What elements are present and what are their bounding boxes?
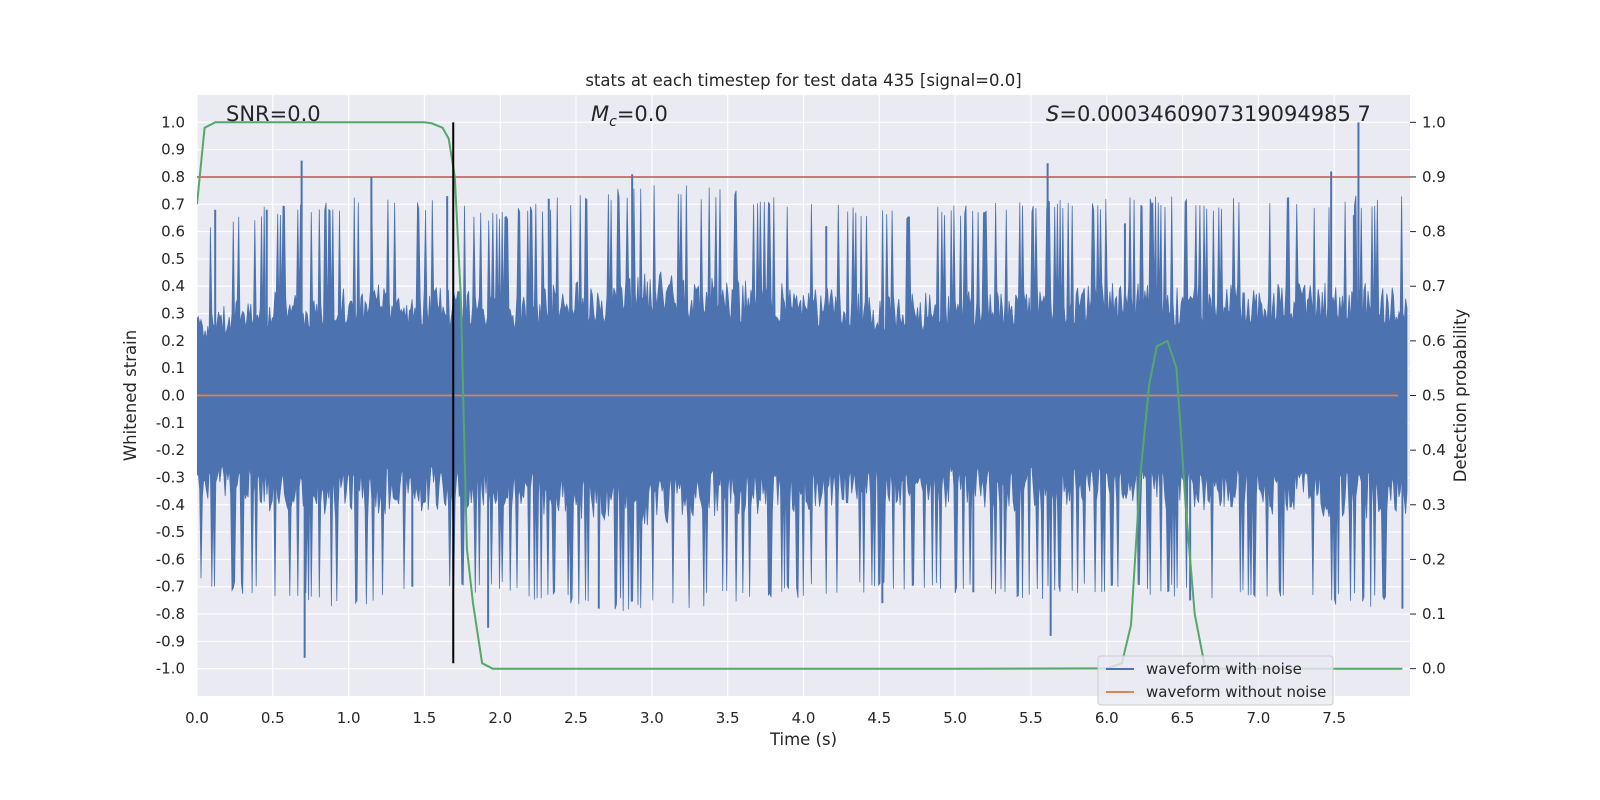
y-tick-label: 0.7: [161, 195, 185, 213]
y-tick-label: 0.3: [161, 305, 185, 323]
y2-tick-label: 0.5: [1422, 387, 1446, 405]
x-tick-label: 2.5: [564, 709, 588, 727]
detection-probability-line: [197, 121, 1403, 670]
y-tick-label: -0.3: [156, 468, 185, 486]
snr-annotation: SNR=0.0: [226, 102, 321, 126]
y-tick-label: 0.9: [161, 141, 185, 159]
y2-tick-label: 0.4: [1422, 441, 1446, 459]
x-tick-label: 5.0: [943, 709, 967, 727]
y2-tick-label: 0.7: [1422, 277, 1446, 295]
y-tick-label: -0.7: [156, 578, 185, 596]
y2-tick-label: 0.6: [1422, 332, 1446, 350]
x-tick-label: 0.0: [185, 709, 209, 727]
y-tick-label: -0.8: [156, 605, 185, 623]
x-tick-label: 6.0: [1095, 709, 1119, 727]
legend-box: [1097, 655, 1334, 706]
mc-symbol: M: [591, 102, 609, 126]
mc-subscript: c: [609, 114, 617, 130]
x-axis-ticks: 0.0 0.5 1.0 1.5 2.0 2.5 3.0 3.5 4.0 4.5 5.0 5.5 6.0 6…: [185, 709, 1346, 727]
mc-annotation: Mc=0.0: [591, 102, 668, 130]
mc-value: =0.0: [617, 102, 668, 126]
x-tick-label: 4.0: [792, 709, 816, 727]
y-tick-label: 0.5: [161, 250, 185, 268]
x-tick-label: 1.0: [337, 709, 361, 727]
plot-content: [197, 121, 1410, 670]
legend-label-waveform-with-noise: waveform with noise: [1146, 660, 1302, 678]
legend: waveform with noise waveform without noi…: [1097, 655, 1334, 706]
y-tick-label: -0.2: [156, 441, 185, 459]
y2-tick-label: 1.0: [1422, 113, 1446, 131]
legend-label-waveform-without-noise: waveform without noise: [1146, 683, 1326, 701]
y2-tick-label: 0.3: [1422, 496, 1446, 514]
y-tick-label: 0.1: [161, 359, 185, 377]
y-tick-label: 0.8: [161, 168, 185, 186]
y-tick-label: -0.4: [156, 496, 185, 514]
x-tick-label: 5.5: [1019, 709, 1043, 727]
y2-axis-ticks: 1.0 0.9 0.8 0.7 0.6 0.5 0.4 0.3 0.2 0.1 0.0: [1410, 113, 1446, 678]
x-tick-label: 3.0: [640, 709, 664, 727]
x-tick-label: 7.5: [1322, 709, 1346, 727]
y2-tick-label: 0.2: [1422, 550, 1446, 568]
y-tick-label: -0.5: [156, 523, 185, 541]
x-tick-label: 1.5: [413, 709, 437, 727]
y-tick-label: 0.4: [161, 277, 185, 295]
x-tick-label: 7.0: [1246, 709, 1270, 727]
y2-tick-label: 0.1: [1422, 605, 1446, 623]
y2-axis-label: Detection probability: [1451, 309, 1470, 483]
y-tick-label: 1.0: [161, 113, 185, 131]
chart-title: stats at each timestep for test data 435…: [585, 71, 1021, 90]
y-tick-label: 0.2: [161, 332, 185, 350]
x-tick-label: 6.5: [1171, 709, 1195, 727]
y-tick-label: -0.6: [156, 550, 185, 568]
x-tick-label: 4.5: [867, 709, 891, 727]
y-tick-label: -1.0: [156, 660, 185, 678]
y-tick-label: 0.6: [161, 223, 185, 241]
y2-tick-label: 0.9: [1422, 168, 1446, 186]
s-value: =0.0003460907319094985 7: [1059, 102, 1371, 126]
s-symbol: S: [1046, 102, 1059, 126]
x-tick-label: 3.5: [716, 709, 740, 727]
y-axis-label: Whitened strain: [121, 330, 140, 461]
y-tick-label: -0.9: [156, 632, 185, 650]
y2-tick-label: 0.0: [1422, 660, 1446, 678]
s-annotation: S=0.0003460907319094985 7: [1046, 102, 1371, 126]
y-tick-label: 0.0: [161, 387, 185, 405]
x-tick-label: 2.0: [488, 709, 512, 727]
y2-tick-label: 0.8: [1422, 223, 1446, 241]
y-axis-ticks: 1.0 0.9 0.8 0.7 0.6 0.5 0.4 0.3 0.2 0.1 0.0 -0.1 -0.…: [156, 113, 185, 677]
x-axis-label: Time (s): [769, 730, 837, 749]
y-tick-label: -0.1: [156, 414, 185, 432]
x-tick-label: 0.5: [261, 709, 285, 727]
